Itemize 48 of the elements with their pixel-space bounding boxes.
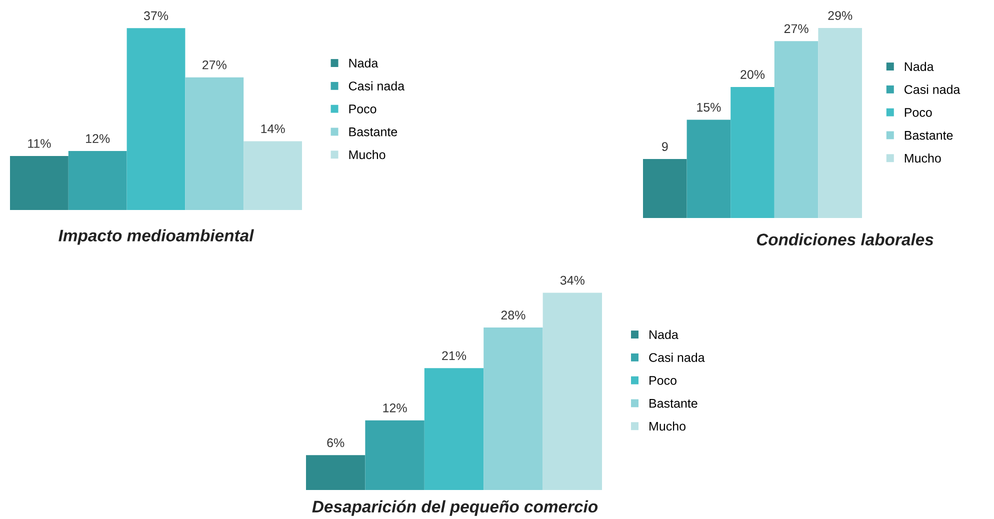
legend-label: Casi nada — [348, 81, 405, 90]
data-label: 27% — [784, 24, 808, 34]
bar — [774, 41, 818, 218]
text: Condiciones laborales — [756, 233, 934, 246]
legend-label: Poco — [904, 108, 932, 117]
legend-label: Mucho — [904, 153, 941, 163]
bar — [730, 86, 774, 218]
legend-label: Poco — [650, 376, 676, 385]
data-label: 27% — [202, 60, 226, 70]
data-label: 37% — [144, 11, 168, 20]
data-label: 12% — [383, 403, 407, 412]
bar — [818, 28, 862, 218]
data-label: 29% — [828, 11, 852, 20]
data-label: 14% — [261, 124, 285, 134]
data-label: 6% — [327, 438, 344, 448]
bar — [68, 151, 127, 210]
data-label: 34% — [560, 276, 584, 285]
data-label: 21% — [442, 351, 466, 360]
legend-label: Nada — [904, 62, 934, 72]
bar — [10, 156, 68, 210]
legend-label: Nada — [650, 330, 678, 340]
data-label: 9 — [662, 142, 668, 152]
legend-label: Bastante — [650, 399, 698, 408]
bar — [244, 141, 302, 210]
text: Desaparición del pequeño comercio — [312, 500, 598, 516]
bar — [542, 292, 602, 490]
legend-label: Mucho — [349, 150, 386, 160]
data-label: 28% — [501, 310, 526, 320]
bar — [185, 77, 244, 210]
legend-label: Bastante — [904, 131, 953, 140]
text: Impacto medioambiental — [58, 229, 254, 245]
legend-label: Casi nada — [649, 352, 705, 362]
legend-label: Casi nada — [904, 84, 960, 94]
bar — [306, 455, 366, 490]
legend-label: Nada — [349, 58, 378, 68]
legend-label: Bastante — [349, 128, 398, 136]
bar — [643, 159, 687, 218]
bar — [686, 120, 731, 218]
data-label: 12% — [86, 134, 110, 143]
bar — [126, 28, 186, 210]
legend-label: Poco — [349, 104, 376, 114]
legend-label: Mucho — [650, 421, 686, 431]
bar — [365, 420, 424, 490]
data-label: 20% — [740, 70, 765, 79]
data-label: 15% — [697, 102, 721, 112]
bar — [484, 328, 543, 490]
bar — [424, 368, 484, 490]
data-label: 11% — [28, 139, 51, 148]
